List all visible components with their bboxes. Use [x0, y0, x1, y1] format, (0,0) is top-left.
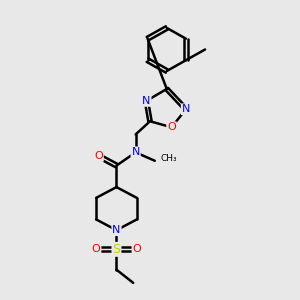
- Text: N: N: [142, 96, 151, 106]
- Text: N: N: [131, 147, 140, 158]
- Text: CH₃: CH₃: [161, 154, 177, 163]
- Text: N: N: [112, 225, 121, 235]
- Text: O: O: [167, 122, 176, 132]
- Text: S: S: [112, 243, 121, 256]
- Text: O: O: [94, 151, 103, 161]
- Text: O: O: [92, 244, 100, 254]
- Text: O: O: [133, 244, 141, 254]
- Text: N: N: [182, 104, 190, 114]
